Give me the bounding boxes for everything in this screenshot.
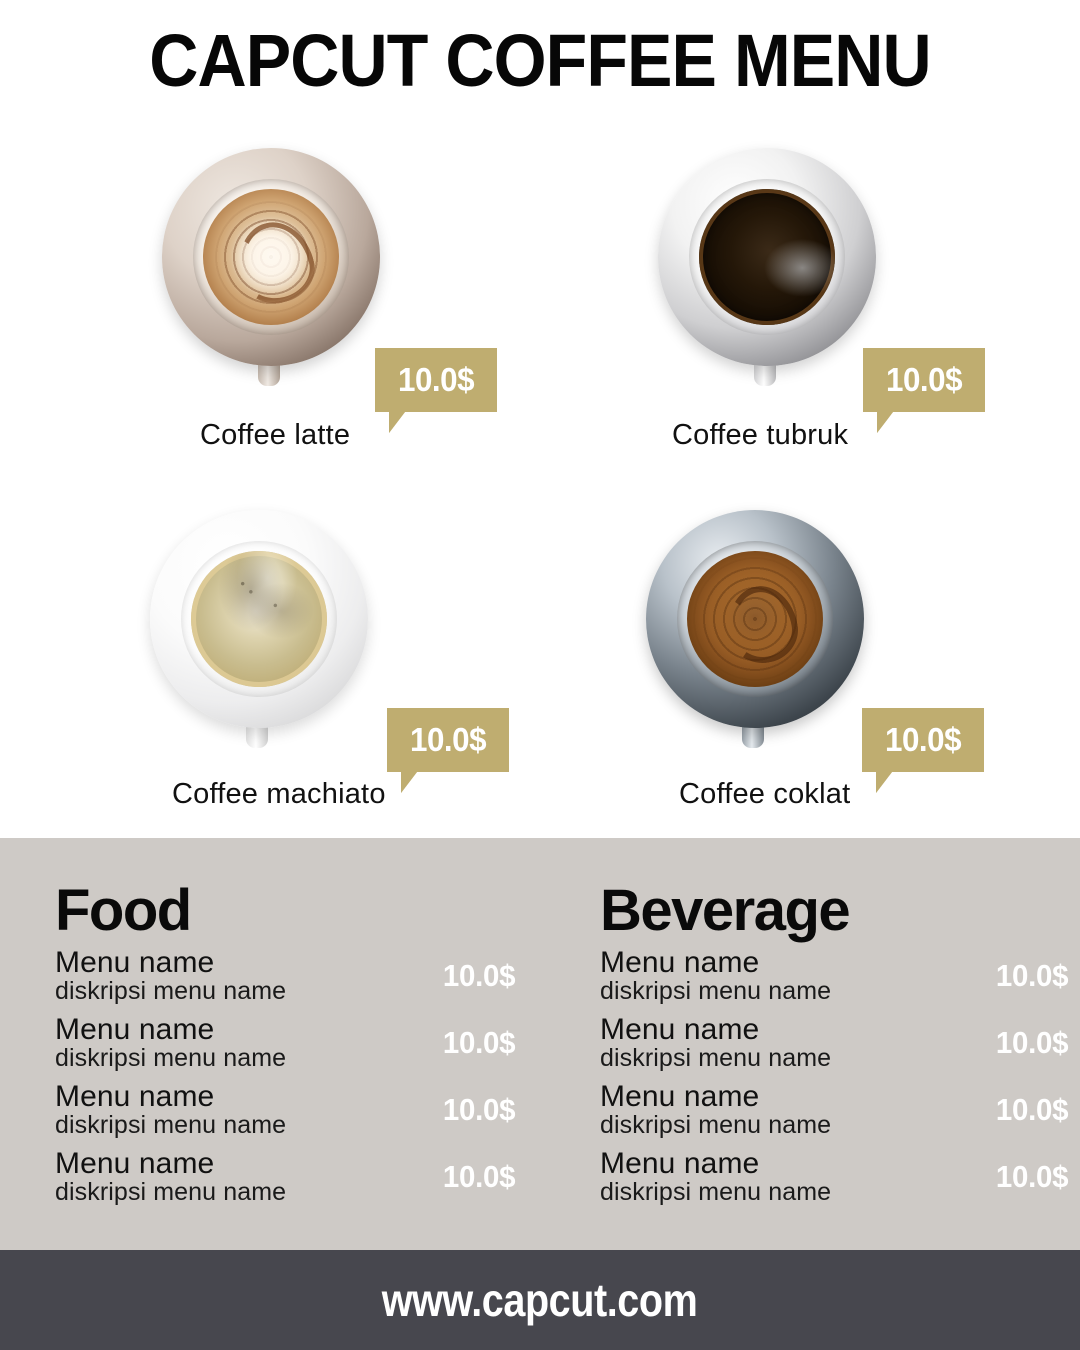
coffee-label-machiato: Coffee machiato [172, 778, 386, 810]
coffee-item-latte[interactable] [22, 130, 522, 470]
menu-item-name: Menu name [600, 946, 760, 979]
menu-item-desc: diskripsi menu name [55, 977, 287, 1005]
coffee-showcase-grid: Coffee latte Coffee tubruk Coffee machia… [0, 0, 1080, 838]
coffee-surface [699, 189, 835, 325]
coffee-item-machiato[interactable] [10, 492, 510, 832]
coffee-cup-latte-icon [162, 148, 380, 386]
menu-column-title-beverage: Beverage [600, 878, 851, 943]
menu-row[interactable]: Menu name diskripsi menu name 10.0$ [55, 1147, 525, 1214]
coffee-label-coklat: Coffee coklat [679, 778, 851, 810]
menu-item-price: 10.0$ [995, 1025, 1069, 1060]
menu-item-desc: diskripsi menu name [55, 1178, 287, 1206]
menu-item-name: Menu name [55, 1080, 215, 1113]
price-value: 10.0$ [409, 721, 487, 758]
coffee-label-latte: Coffee latte [200, 419, 351, 451]
menu-row[interactable]: Menu name diskripsi menu name 10.0$ [600, 1147, 1070, 1214]
menu-item-name: Menu name [55, 946, 215, 979]
menu-item-name: Menu name [600, 1080, 760, 1113]
menu-column-title-food: Food [55, 878, 192, 943]
menu-row[interactable]: Menu name diskripsi menu name 10.0$ [55, 1080, 525, 1147]
coffee-liquid [191, 551, 327, 687]
menu-item-price: 10.0$ [995, 1159, 1069, 1194]
menu-item-price: 10.0$ [442, 1025, 516, 1060]
menu-item-price: 10.0$ [442, 1159, 516, 1194]
coffee-item-coklat[interactable] [506, 492, 1006, 832]
menu-item-desc: diskripsi menu name [600, 1111, 832, 1139]
menu-item-desc: diskripsi menu name [55, 1044, 287, 1072]
price-tag-body: 10.0$ [862, 708, 984, 772]
coffee-cup-machiato-icon [150, 510, 368, 748]
menu-item-price: 10.0$ [995, 1092, 1069, 1127]
menu-panel: Food Menu name diskripsi menu name 10.0$… [0, 838, 1080, 1250]
price-tag-tail [876, 772, 912, 793]
menu-rows-beverage: Menu name diskripsi menu name 10.0$ Menu… [600, 946, 1070, 1214]
menu-row[interactable]: Menu name diskripsi menu name 10.0$ [55, 1013, 525, 1080]
price-tag-body: 10.0$ [863, 348, 985, 412]
price-value: 10.0$ [885, 361, 963, 398]
coffee-liquid [203, 189, 339, 325]
footer-bar: www.capcut.com [0, 1250, 1080, 1350]
price-tag-machiato: 10.0$ [387, 708, 509, 793]
menu-item-name: Menu name [600, 1147, 760, 1180]
latte-art [203, 189, 339, 325]
price-tag-tail [877, 412, 913, 433]
price-tag-tail [389, 412, 425, 433]
coffee-liquid [699, 189, 835, 325]
menu-item-price: 10.0$ [442, 1092, 516, 1127]
coffee-liquid [687, 551, 823, 687]
menu-item-desc: diskripsi menu name [600, 977, 832, 1005]
crema-foam [191, 551, 327, 687]
menu-rows-food: Menu name diskripsi menu name 10.0$ Menu… [55, 946, 525, 1214]
coffee-label-tubruk: Coffee tubruk [672, 419, 849, 451]
page-title: CAPCUT COFFEE MENU [149, 19, 931, 102]
price-tag-body: 10.0$ [375, 348, 497, 412]
menu-row[interactable]: Menu name diskripsi menu name 10.0$ [600, 1080, 1070, 1147]
website-url[interactable]: www.capcut.com [382, 1274, 698, 1326]
price-tag-latte: 10.0$ [375, 348, 497, 433]
menu-item-desc: diskripsi menu name [600, 1044, 832, 1072]
menu-item-desc: diskripsi menu name [600, 1178, 832, 1206]
menu-item-name: Menu name [55, 1013, 215, 1046]
price-tag-tubruk: 10.0$ [863, 348, 985, 433]
cocoa-art [687, 551, 823, 687]
menu-row[interactable]: Menu name diskripsi menu name 10.0$ [600, 1013, 1070, 1080]
menu-item-name: Menu name [600, 1013, 760, 1046]
price-tag-coklat: 10.0$ [862, 708, 984, 793]
price-tag-tail [401, 772, 437, 793]
menu-row[interactable]: Menu name diskripsi menu name 10.0$ [600, 946, 1070, 1013]
coffee-item-tubruk[interactable] [518, 130, 1018, 470]
menu-item-name: Menu name [55, 1147, 215, 1180]
price-value: 10.0$ [884, 721, 962, 758]
menu-item-price: 10.0$ [995, 958, 1069, 993]
price-value: 10.0$ [397, 361, 475, 398]
price-tag-body: 10.0$ [387, 708, 509, 772]
menu-item-price: 10.0$ [442, 958, 516, 993]
coffee-cup-tubruk-icon [658, 148, 876, 386]
menu-item-desc: diskripsi menu name [55, 1111, 287, 1139]
coffee-cup-coklat-icon [646, 510, 864, 748]
menu-row[interactable]: Menu name diskripsi menu name 10.0$ [55, 946, 525, 1013]
